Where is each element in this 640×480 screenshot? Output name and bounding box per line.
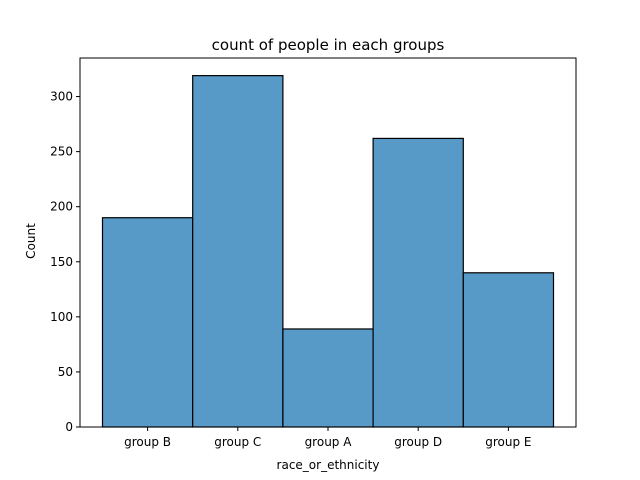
bar-group-b <box>101 217 194 428</box>
x-tick-label: group E <box>485 435 531 449</box>
y-tick-label: 100 <box>50 310 73 324</box>
chart-title: count of people in each groups <box>212 36 445 54</box>
y-tick-label: 150 <box>50 255 73 269</box>
x-tick-label: group D <box>394 435 442 449</box>
axes-frame <box>79 57 577 428</box>
y-tick-label: 50 <box>58 365 73 379</box>
bar-group-d <box>372 137 464 428</box>
x-tick-label: group C <box>214 435 261 449</box>
bar-group-e <box>462 272 555 428</box>
y-axis-ticks: 0 50 100 150 200 250 300 <box>50 90 80 434</box>
x-tick-label: group B <box>124 435 171 449</box>
y-axis-label: Count <box>24 223 38 259</box>
y-tick-label: 300 <box>50 90 73 104</box>
y-tick-label: 250 <box>50 145 73 159</box>
x-tick-label: group A <box>305 435 353 449</box>
x-axis-ticks: group B group C group A group D group E <box>124 427 532 449</box>
bar-group-a <box>282 328 374 428</box>
x-axis-label: race_or_ethnicity <box>277 458 380 472</box>
y-tick-label: 200 <box>50 200 73 214</box>
bars-layer <box>101 75 555 428</box>
bar-group-c <box>192 75 284 428</box>
y-tick-label: 0 <box>65 420 73 434</box>
